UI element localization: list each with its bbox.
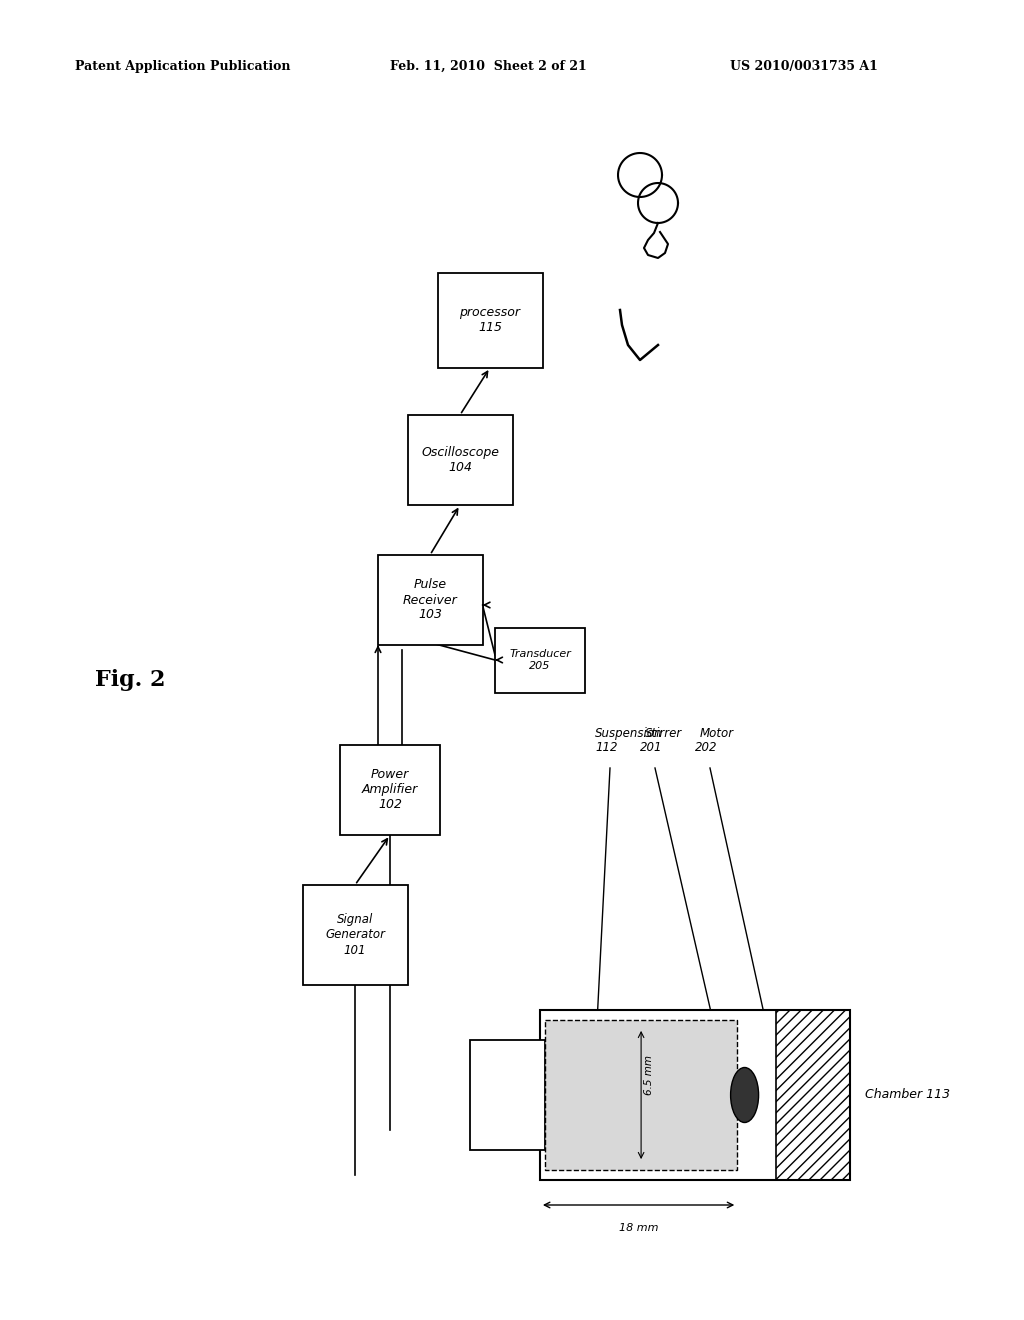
Text: 6.5 mm: 6.5 mm bbox=[644, 1055, 654, 1096]
Text: Fig. 2: Fig. 2 bbox=[95, 669, 166, 690]
Bar bbox=[340, 744, 440, 836]
Bar bbox=[775, 1010, 850, 1180]
Bar bbox=[470, 1040, 545, 1150]
Ellipse shape bbox=[730, 1068, 759, 1122]
Text: Power
Amplifier
102: Power Amplifier 102 bbox=[361, 768, 418, 812]
Text: Motor: Motor bbox=[700, 727, 734, 741]
Bar bbox=[545, 1020, 737, 1170]
Text: Transducer
205: Transducer 205 bbox=[509, 649, 571, 671]
Text: Chamber 113: Chamber 113 bbox=[865, 1089, 950, 1101]
Bar bbox=[302, 884, 408, 985]
Bar bbox=[495, 627, 585, 693]
Text: 201: 201 bbox=[640, 741, 663, 754]
Text: 18 mm: 18 mm bbox=[618, 1224, 658, 1233]
Text: Signal
Generator
101: Signal Generator 101 bbox=[325, 913, 385, 957]
Bar bbox=[378, 554, 482, 645]
Bar bbox=[408, 414, 512, 506]
Text: Pulse
Receiver
103: Pulse Receiver 103 bbox=[402, 578, 458, 622]
Text: Patent Application Publication: Patent Application Publication bbox=[75, 59, 291, 73]
Text: 202: 202 bbox=[695, 741, 718, 754]
Text: Feb. 11, 2010  Sheet 2 of 21: Feb. 11, 2010 Sheet 2 of 21 bbox=[390, 59, 587, 73]
Text: Stirrer: Stirrer bbox=[645, 727, 682, 741]
Text: US 2010/0031735 A1: US 2010/0031735 A1 bbox=[730, 59, 878, 73]
Text: processor
115: processor 115 bbox=[460, 306, 520, 334]
Text: 112: 112 bbox=[595, 741, 617, 754]
Text: Oscilloscope
104: Oscilloscope 104 bbox=[421, 446, 499, 474]
Bar bbox=[540, 1010, 850, 1180]
Bar bbox=[437, 272, 543, 367]
Text: Suspension: Suspension bbox=[595, 727, 663, 741]
